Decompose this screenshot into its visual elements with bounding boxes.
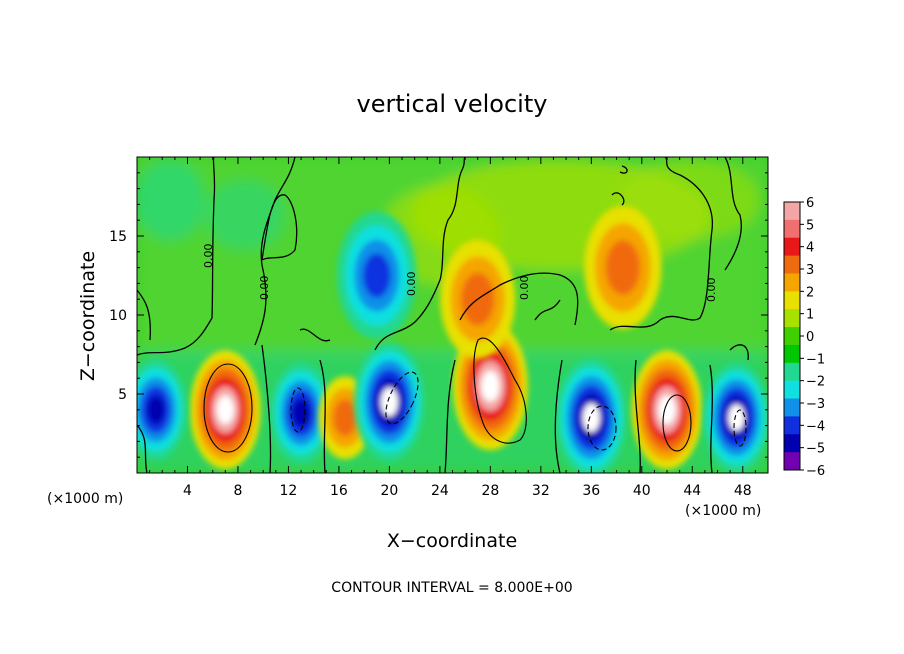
velocity-level — [216, 395, 234, 425]
updraft-cell — [584, 206, 662, 330]
colorbar-swatch — [784, 434, 800, 453]
colorbar-swatch — [784, 255, 800, 274]
velocity-level — [481, 370, 500, 402]
y-tick-label: 10 — [109, 308, 127, 324]
x-tick-label: 24 — [431, 483, 449, 499]
x-tick-label: 4 — [183, 483, 192, 499]
colorbar-label: 3 — [806, 263, 814, 278]
updraft-cell — [631, 350, 703, 470]
contour-label: 0.00 — [518, 276, 531, 301]
x-tick-label: 20 — [380, 483, 398, 499]
velocity-level — [658, 395, 676, 425]
core-contours — [203, 337, 747, 453]
velocity-level — [380, 387, 398, 417]
velocity-level — [582, 403, 600, 433]
x-tick-label: 44 — [683, 483, 701, 499]
velocity-level — [362, 253, 391, 298]
downdraft-cell — [354, 342, 425, 462]
colorbar-swatch — [784, 344, 800, 364]
plot-area — [137, 157, 768, 473]
x-tick-label: 16 — [330, 483, 348, 499]
velocity-level — [333, 399, 358, 437]
velocity-level — [147, 395, 165, 425]
colorbar-label: 2 — [806, 285, 814, 300]
x-tick-label: 12 — [280, 483, 298, 499]
downdraft-cell — [337, 211, 417, 340]
updraft-cell — [189, 350, 261, 470]
zero-contours — [137, 157, 749, 361]
x-tick-label: 40 — [633, 483, 651, 499]
x-axis-label: X−coordinate — [387, 530, 517, 552]
colorbar-swatch — [784, 380, 800, 400]
contour-label: 0.00 — [705, 278, 718, 303]
downdraft-cell — [703, 362, 768, 473]
colorbar-swatch — [784, 202, 800, 221]
lower-contours — [137, 344, 713, 473]
x-tick-label: 32 — [532, 483, 550, 499]
x-tick-label: 28 — [481, 483, 499, 499]
contour-label: 0.00 — [202, 244, 215, 269]
downdraft-cell — [555, 358, 627, 473]
colorbar-label: −3 — [806, 397, 825, 412]
colorbar-swatch — [784, 416, 800, 435]
y-tick-label: 5 — [118, 387, 127, 403]
downdraft-cell — [137, 359, 187, 461]
colorbar-label: 0 — [806, 330, 814, 345]
velocity-level — [292, 398, 310, 428]
colorbar-swatch — [784, 452, 800, 471]
y-axis: 5 10 15 — [109, 172, 768, 458]
colorbar-label: 5 — [806, 218, 814, 233]
contour-interval-note: CONTOUR INTERVAL = 8.000E+00 — [331, 580, 572, 596]
velocity-level — [728, 404, 745, 432]
colorbar-swatch — [784, 362, 800, 382]
colorbar-swatch — [784, 219, 800, 239]
colorbar-label: −1 — [806, 352, 825, 367]
colorbar-swatch — [784, 237, 800, 257]
colorbar-label: 4 — [806, 241, 814, 256]
colorbar-label: −4 — [806, 419, 825, 434]
colorbar-label: −2 — [806, 375, 825, 390]
velocity-level — [605, 240, 641, 295]
y-axis-label: Z−coordinate — [77, 251, 99, 381]
x-tick-label: 8 — [233, 483, 242, 499]
colorbar-swatch — [784, 327, 800, 346]
chart-title: vertical velocity — [357, 90, 548, 118]
colorbar-swatch — [784, 291, 800, 310]
colorbar-swatch — [784, 273, 800, 292]
x-unit-left: (×1000 m) — [47, 491, 123, 507]
colorbar-swatch — [784, 309, 800, 328]
colorbar-label: 1 — [806, 308, 814, 323]
colorbar: 6 5 4 3 2 1 0 −1 −2 −3 −4 −5 −6 — [783, 196, 825, 479]
contour-label: 0.00 — [258, 276, 271, 301]
downdraft-cell — [270, 362, 333, 464]
x-axis: 4 8 12 16 20 24 28 32 36 40 44 48 — [149, 157, 756, 499]
colorbar-label: 6 — [806, 196, 814, 211]
x-tick-label: 48 — [734, 483, 752, 499]
contour-labels: 0.00 0.00 0.00 0.00 0.00 — [202, 244, 718, 303]
colorbar-label: −5 — [806, 442, 825, 457]
contour-label: 0.00 — [405, 272, 418, 297]
velocity-field — [137, 206, 768, 473]
colorbar-swatch — [784, 398, 800, 417]
colorbar-label: −6 — [806, 464, 825, 479]
x-unit-right: (×1000 m) — [685, 503, 761, 519]
x-tick-label: 36 — [582, 483, 600, 499]
y-tick-label: 15 — [109, 229, 127, 245]
